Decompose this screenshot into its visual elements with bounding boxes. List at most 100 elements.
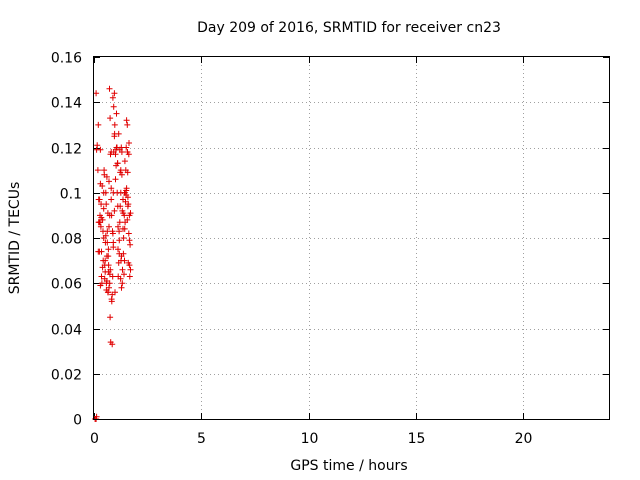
data-point xyxy=(107,314,114,321)
data-point xyxy=(125,151,132,158)
data-point xyxy=(100,235,107,241)
data-point xyxy=(97,219,103,226)
data-point xyxy=(125,230,132,237)
tick-labels: 0 0.02 0.04 0.06 0.08 0.1 0.12 0.14 0.16 0 5 10 15 20 xyxy=(51,51,533,448)
data-point xyxy=(106,212,113,219)
data-point xyxy=(108,149,115,155)
data-point xyxy=(98,201,105,208)
data-point xyxy=(108,196,115,203)
y-tick-label: 0.06 xyxy=(51,277,82,293)
data-point xyxy=(117,169,124,176)
data-point xyxy=(97,146,104,153)
y-tick-label: 0.14 xyxy=(51,96,82,112)
data-point xyxy=(102,239,109,246)
data-point xyxy=(102,257,109,264)
data-points xyxy=(92,85,134,422)
x-tick-label: 20 xyxy=(515,431,533,447)
data-point xyxy=(105,253,112,260)
data-point xyxy=(94,167,101,174)
data-point xyxy=(105,246,112,253)
data-point xyxy=(113,144,120,151)
data-point xyxy=(106,280,113,287)
data-point xyxy=(104,228,111,235)
y-tick-label: 0.08 xyxy=(51,232,82,248)
data-point xyxy=(102,189,109,196)
data-point xyxy=(111,207,118,214)
data-point xyxy=(115,223,121,230)
data-point xyxy=(115,246,121,253)
data-point xyxy=(126,273,133,280)
data-point xyxy=(123,144,130,151)
data-point xyxy=(106,284,112,291)
data-point xyxy=(95,121,102,128)
y-tick-label: 0 xyxy=(73,413,82,429)
data-point xyxy=(121,225,128,232)
data-point xyxy=(118,149,125,155)
data-point xyxy=(121,189,128,196)
chart-title: Day 209 of 2016, SRMTID for receiver cn2… xyxy=(197,20,501,36)
x-tick-label: 10 xyxy=(301,431,319,447)
data-point xyxy=(99,183,106,189)
data-point xyxy=(121,158,128,165)
data-point xyxy=(115,130,122,137)
data-point xyxy=(112,289,118,296)
data-point xyxy=(106,85,113,92)
data-point xyxy=(110,239,117,246)
data-point xyxy=(96,196,103,203)
y-axis-label: SRMTID / TECUs xyxy=(7,182,23,295)
data-point xyxy=(124,216,131,223)
data-point xyxy=(127,210,134,217)
data-point xyxy=(109,228,116,235)
x-tick-label: 5 xyxy=(197,431,206,447)
data-point xyxy=(116,237,123,244)
data-point xyxy=(116,228,123,235)
data-point xyxy=(114,189,121,196)
data-point xyxy=(116,219,123,226)
data-point xyxy=(111,133,118,140)
data-point xyxy=(123,185,130,192)
y-tick-label: 0.02 xyxy=(51,368,82,384)
data-point xyxy=(126,237,133,244)
data-point xyxy=(94,142,101,149)
x-tick-label: 0 xyxy=(90,431,99,447)
data-point xyxy=(109,341,116,348)
y-tick-label: 0.1 xyxy=(60,187,82,203)
data-point xyxy=(127,266,134,273)
data-point xyxy=(114,160,121,167)
x-tick-label: 15 xyxy=(408,431,426,447)
data-point xyxy=(112,176,119,183)
data-point xyxy=(119,280,126,287)
plot-frame xyxy=(93,56,610,420)
data-point xyxy=(114,203,121,210)
grid-lines xyxy=(94,57,609,419)
data-point xyxy=(103,201,110,208)
x-axis-label: GPS time / hours xyxy=(290,458,407,474)
data-point xyxy=(100,205,107,212)
data-point xyxy=(121,271,127,278)
data-point xyxy=(127,241,134,248)
y-tick-label: 0.04 xyxy=(51,323,82,339)
data-point xyxy=(105,262,112,269)
data-point xyxy=(109,94,116,101)
data-point xyxy=(97,223,104,230)
data-point xyxy=(101,171,108,178)
y-tick-label: 0.12 xyxy=(51,142,82,158)
data-point xyxy=(120,196,126,203)
data-point xyxy=(126,140,132,146)
data-point xyxy=(97,282,104,289)
data-point xyxy=(123,117,130,124)
data-point xyxy=(98,273,105,280)
data-point xyxy=(108,296,115,303)
data-point xyxy=(111,121,118,128)
data-point xyxy=(119,266,126,273)
data-point xyxy=(106,178,112,185)
data-point xyxy=(125,259,132,266)
data-point xyxy=(110,103,117,110)
data-point xyxy=(120,210,127,217)
axis-ticks xyxy=(94,57,609,420)
data-point xyxy=(124,121,131,128)
data-point xyxy=(120,235,127,241)
data-point xyxy=(93,413,100,420)
data-point xyxy=(112,151,119,158)
data-point xyxy=(106,223,112,230)
